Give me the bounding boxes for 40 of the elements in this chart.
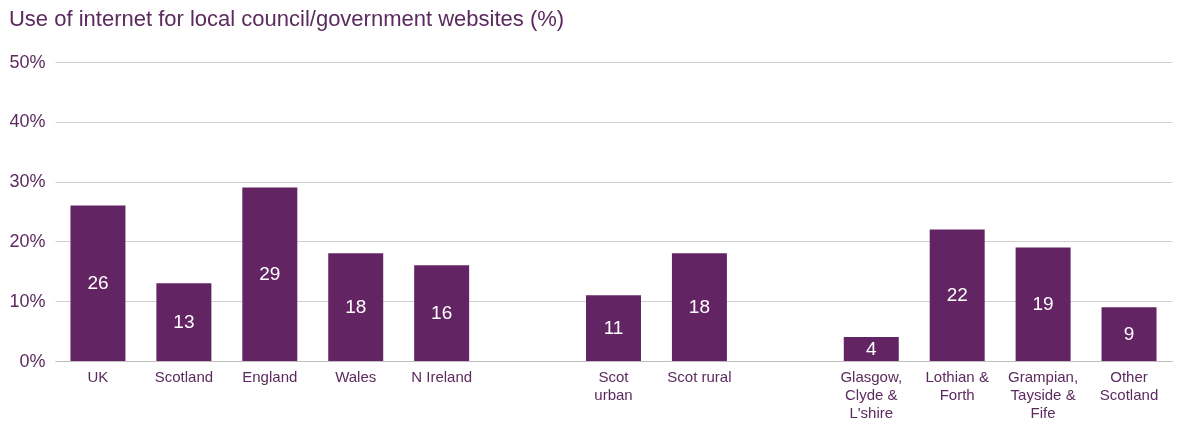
y-tick-label: 20%	[9, 230, 46, 251]
x-tick-label: UK	[87, 367, 109, 385]
data-label: 18	[688, 296, 710, 318]
bar	[929, 229, 985, 361]
x-tick-label: Other Scotland	[1099, 367, 1159, 403]
x-tick-label: N Ireland	[411, 367, 473, 385]
data-label: 16	[431, 302, 453, 324]
bar	[414, 265, 470, 361]
y-tick-label: 10%	[9, 290, 46, 311]
data-label: 26	[87, 272, 109, 294]
x-tick-label: Grampian, Tayside & Fife	[1008, 367, 1079, 421]
data-label: 9	[1123, 323, 1135, 345]
bar	[1101, 307, 1157, 361]
y-tick-label: 30%	[9, 171, 46, 192]
data-label: 19	[1032, 293, 1054, 315]
bar	[328, 253, 384, 361]
bar	[70, 205, 126, 361]
data-label: 22	[946, 284, 968, 306]
bar	[586, 295, 641, 361]
x-tick-label: Lothian & Forth	[925, 367, 989, 403]
y-tick-label: 0%	[19, 350, 46, 371]
bar	[671, 253, 727, 361]
data-label: 11	[603, 317, 624, 339]
data-label: 29	[259, 263, 281, 285]
x-tick-label: Glasgow, Clyde & L'shire	[840, 367, 903, 421]
y-tick-label: 50%	[9, 51, 46, 72]
x-tick-label: Scot rural	[667, 367, 732, 385]
x-tick-label: Wales	[335, 367, 377, 385]
y-tick-label: 40%	[9, 111, 46, 132]
data-label: 4	[865, 338, 877, 360]
x-tick-label: Scotland	[154, 367, 214, 385]
bar	[843, 337, 899, 361]
data-label: 13	[173, 311, 195, 333]
x-tick-label: England	[242, 367, 298, 385]
bar	[156, 283, 212, 361]
data-label: 18	[345, 296, 367, 318]
chart-title: Use of internet for local council/government websites (%)	[8, 6, 565, 31]
x-tick-label: Scot urban	[594, 367, 633, 403]
bar	[1015, 247, 1071, 361]
bar	[242, 187, 298, 361]
